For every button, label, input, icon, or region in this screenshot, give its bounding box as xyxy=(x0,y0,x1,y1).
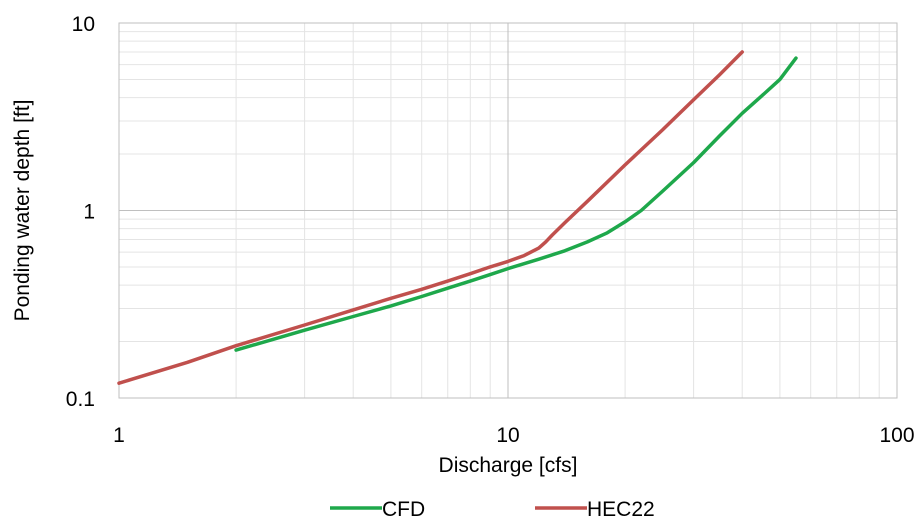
y-axis-title: Ponding water depth [ft] xyxy=(11,100,34,322)
legend-label-hec22: HEC22 xyxy=(587,498,655,521)
series-lines xyxy=(117,50,798,385)
legend-label-cfd: CFD xyxy=(382,498,425,521)
x-tick-label: 10 xyxy=(496,424,519,447)
series-line-cfd xyxy=(234,56,798,352)
x-tick-label: 1 xyxy=(113,424,125,447)
x-tick-labels: 1 10 100 xyxy=(113,424,914,447)
plot-area-frame xyxy=(118,22,898,399)
x-axis-title: Discharge [cfs] xyxy=(439,454,578,477)
x-tick-label: 100 xyxy=(879,424,914,447)
y-tick-label: 1 xyxy=(83,201,95,224)
series-line-hec22 xyxy=(117,50,744,385)
y-tick-labels: 0.1 1 10 xyxy=(66,13,95,411)
y-tick-label: 0.1 xyxy=(66,388,95,411)
y-tick-label: 10 xyxy=(72,13,95,36)
legend: CFD HEC22 xyxy=(330,498,655,521)
